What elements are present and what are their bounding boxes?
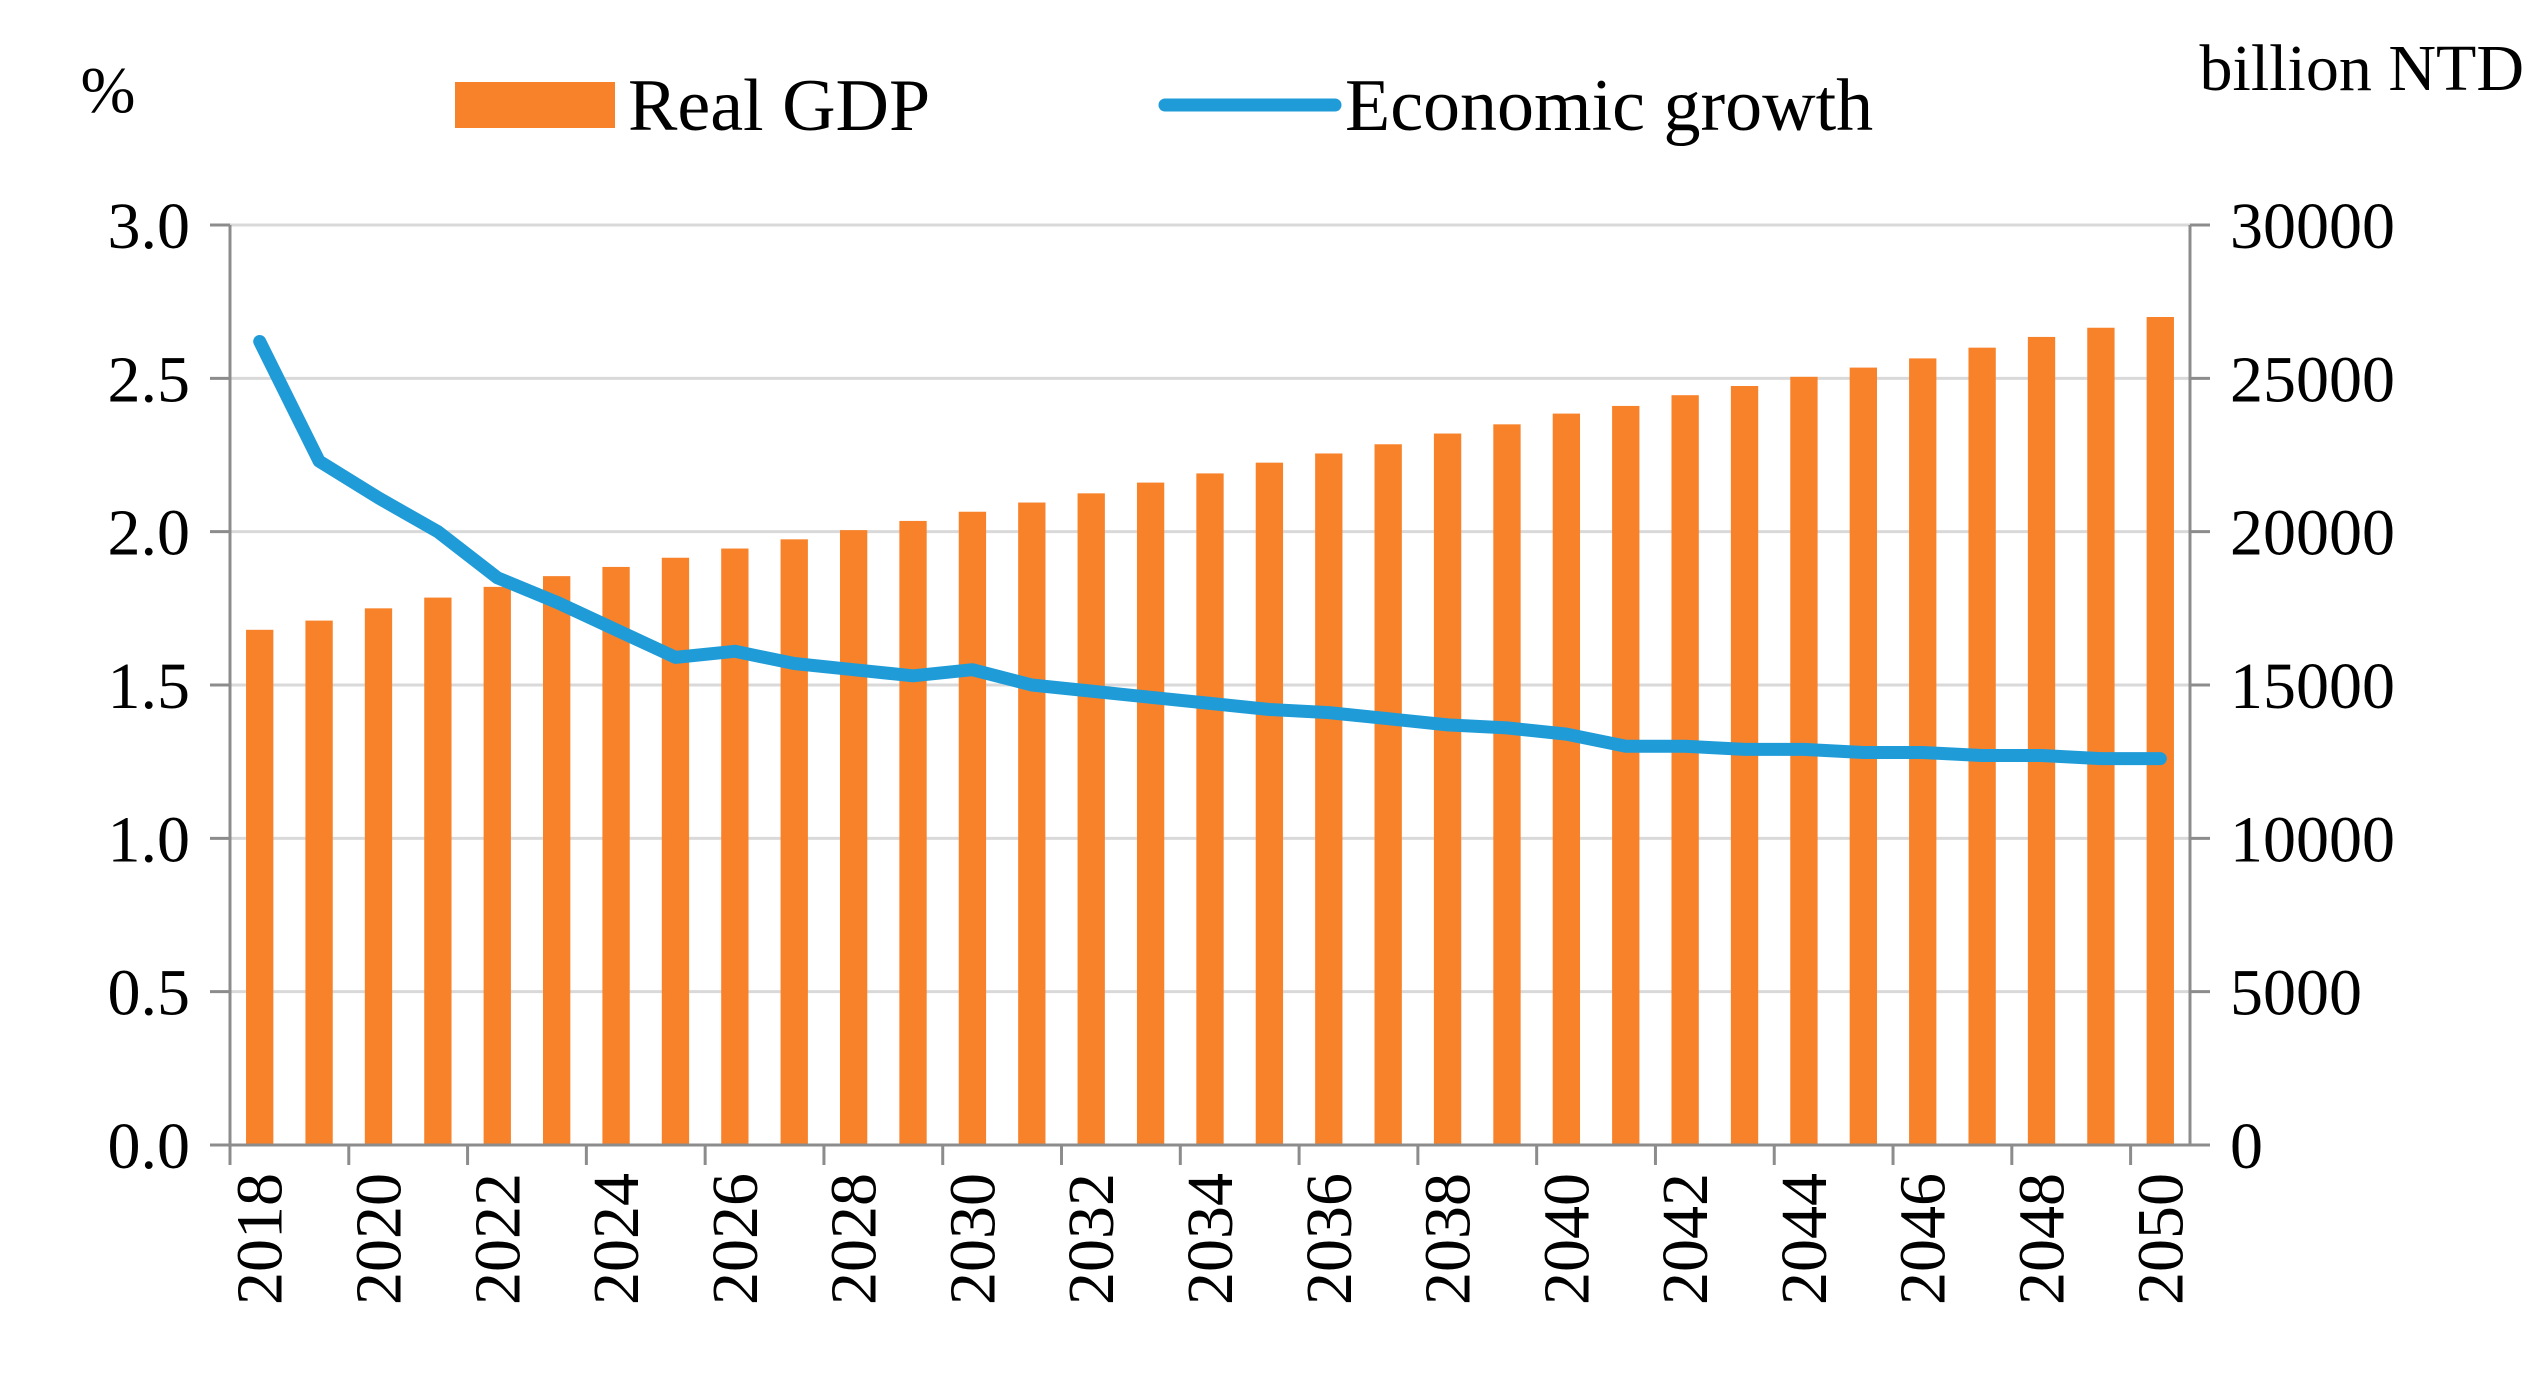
x-tick-label: 2048 — [2006, 1173, 2079, 1305]
bar-real-gdp — [1493, 424, 1521, 1145]
y-left-tick-label: 2.5 — [108, 343, 191, 416]
y-left-tick-label: 3.0 — [108, 190, 191, 263]
y-right-tick-label: 10000 — [2230, 803, 2395, 876]
economic-growth-line-group — [253, 335, 2167, 766]
bar-real-gdp — [246, 629, 274, 1145]
x-tick-label: 2038 — [1412, 1173, 1485, 1305]
legend-label-real-gdp: Real GDP — [628, 65, 930, 147]
x-tick-label: 2034 — [1174, 1173, 1247, 1305]
y-right-unit-label: billion NTD — [2200, 32, 2525, 105]
bar-real-gdp — [305, 620, 333, 1145]
bar-real-gdp — [958, 511, 987, 1145]
bar-real-gdp — [1018, 502, 1046, 1145]
economic-growth-line — [253, 335, 2167, 766]
y-right-tick-label: 25000 — [2230, 343, 2395, 416]
bar-real-gdp — [1255, 462, 1284, 1146]
y-left-unit-label: % — [81, 54, 136, 127]
x-tick-label: 2024 — [580, 1173, 653, 1305]
x-tick-label: 2042 — [1649, 1173, 1722, 1305]
bar-real-gdp — [424, 597, 452, 1145]
tick-labels: 0.0 0.5 1.0 1.5 2.0 2.5 3.0 0 5000 10000 15000 2000… — [108, 190, 2396, 1305]
x-tick-label: 2030 — [936, 1173, 1009, 1305]
bar-real-gdp — [543, 576, 571, 1145]
bar-real-gdp — [1612, 405, 1640, 1145]
axes — [210, 223, 2210, 1165]
bar-real-gdp — [839, 530, 868, 1145]
x-tick-label: 2044 — [1768, 1173, 1841, 1305]
y-left-tick-label: 2.0 — [108, 497, 191, 570]
bar-real-gdp — [1730, 386, 1759, 1145]
bar-real-gdp — [1196, 473, 1224, 1145]
bar-real-gdp — [2146, 317, 2174, 1145]
bar-real-gdp — [1552, 413, 1581, 1146]
y-left-tick-label: 1.0 — [108, 803, 191, 876]
bar-real-gdp — [364, 608, 393, 1145]
y-left-tick-label: 0.5 — [108, 957, 191, 1030]
bar-real-gdp — [721, 548, 749, 1145]
bar-real-gdp — [1671, 395, 1699, 1145]
bar-real-gdp — [1968, 347, 1996, 1146]
y-right-tick-label: 0 — [2230, 1110, 2263, 1183]
x-tick-label: 2028 — [818, 1173, 891, 1305]
x-tick-label: 2036 — [1293, 1173, 1366, 1305]
y-right-tick-label: 15000 — [2230, 650, 2395, 723]
legend-label-economic-growth: Economic growth — [1345, 65, 1873, 147]
y-right-tick-label: 5000 — [2230, 957, 2362, 1030]
bar-real-gdp — [1790, 376, 1818, 1145]
x-tick-label: 2040 — [1530, 1173, 1603, 1305]
legend-swatch-real-gdp — [455, 82, 615, 128]
y-right-tick-label: 30000 — [2230, 190, 2395, 263]
bar-real-gdp — [1315, 453, 1343, 1145]
legend: Real GDP Economic growth — [455, 65, 1873, 147]
y-left-tick-label: 1.5 — [108, 650, 191, 723]
y-right-tick-label: 20000 — [2230, 497, 2395, 570]
bar-real-gdp — [899, 520, 927, 1145]
bar-real-gdp — [2087, 327, 2115, 1145]
y-left-tick-label: 0.0 — [108, 1110, 191, 1183]
bar-real-gdp — [1433, 433, 1462, 1145]
x-tick-label: 2018 — [224, 1173, 297, 1305]
bar-real-gdp — [602, 566, 630, 1145]
x-tick-label: 2022 — [461, 1173, 534, 1305]
real-gdp-bars — [246, 317, 2174, 1146]
bar-real-gdp — [1077, 493, 1105, 1145]
x-tick-label: 2020 — [342, 1173, 415, 1305]
bar-real-gdp — [1374, 444, 1402, 1145]
bar-real-gdp — [780, 539, 808, 1145]
bar-real-gdp — [2027, 336, 2056, 1145]
bar-real-gdp — [1136, 482, 1165, 1146]
x-tick-label: 2026 — [699, 1173, 772, 1305]
x-tick-label: 2046 — [1887, 1173, 1960, 1305]
x-tick-label: 2050 — [2124, 1173, 2197, 1305]
x-tick-label: 2032 — [1055, 1173, 1128, 1305]
bar-real-gdp — [483, 586, 511, 1145]
